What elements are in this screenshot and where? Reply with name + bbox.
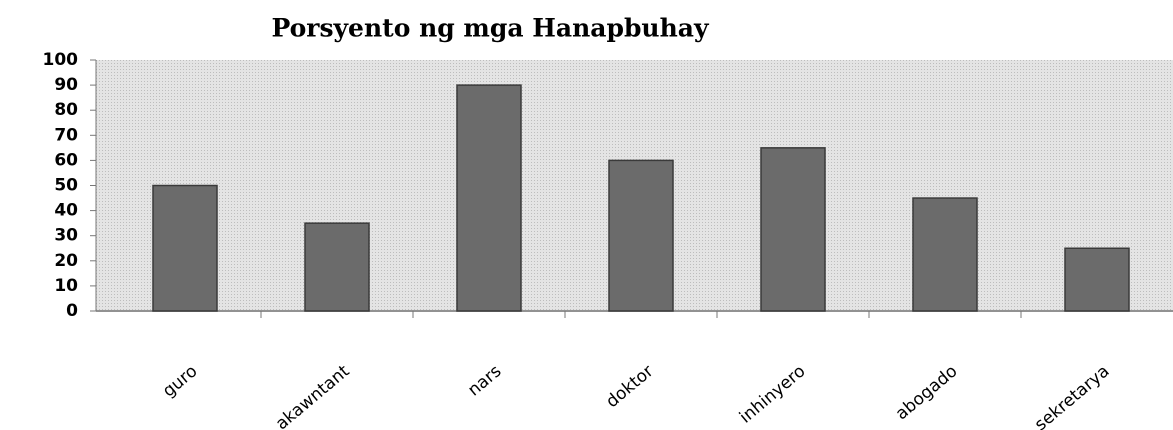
y-tick-label: 30	[54, 226, 78, 246]
x-tick-label: doktor	[602, 361, 657, 412]
chart-title: Porsyento ng mga Hanapbuhay	[271, 14, 709, 43]
bar	[152, 184, 218, 312]
bar	[608, 159, 674, 312]
x-tick-label: nars	[464, 361, 505, 400]
bar	[1064, 247, 1130, 312]
y-tick-label: 10	[54, 276, 78, 296]
x-tick-label: guro	[159, 361, 201, 401]
x-tick-label: sekretarya	[1031, 361, 1113, 430]
y-tick-label: 100	[43, 50, 79, 70]
y-tick-label: 90	[54, 75, 78, 95]
y-tick-label: 0	[66, 301, 78, 321]
x-tick-label: abogado	[892, 361, 962, 424]
bar	[912, 197, 978, 312]
x-tick-label: inhinyero	[736, 361, 810, 427]
x-tick-label: akawntant	[272, 361, 354, 430]
bar	[760, 147, 826, 312]
y-tick-label: 20	[54, 251, 78, 271]
y-tick-label: 80	[54, 100, 78, 120]
y-tick-label: 70	[54, 125, 78, 145]
y-tick-label: 40	[54, 201, 78, 221]
bar	[304, 222, 370, 312]
y-tick-label: 50	[54, 176, 78, 196]
y-tick-label: 60	[54, 150, 78, 170]
bar	[456, 84, 522, 312]
